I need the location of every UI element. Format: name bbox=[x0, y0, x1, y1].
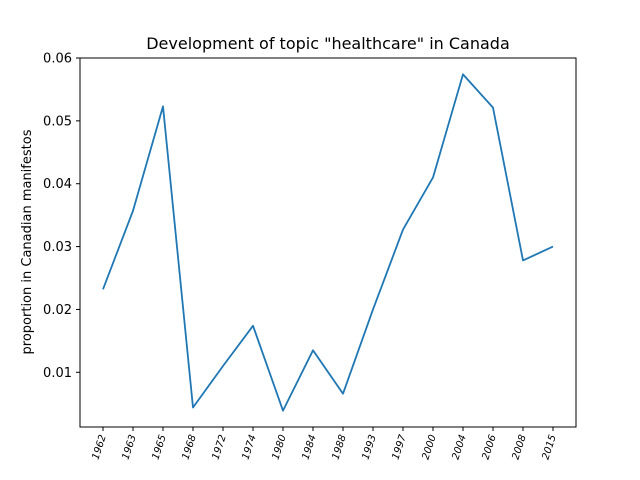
x-tick-label: 1968 bbox=[181, 434, 199, 462]
x-tick-label: 1962 bbox=[91, 434, 109, 462]
series-line bbox=[102, 73, 554, 412]
y-tick-label: 0.03 bbox=[43, 240, 72, 255]
x-tick-label: 1980 bbox=[271, 434, 289, 462]
x-tick-label: 1972 bbox=[211, 434, 229, 462]
y-tick-label: 0.01 bbox=[43, 366, 72, 381]
x-tick-label: 1974 bbox=[241, 434, 259, 462]
x-tick-label: 2006 bbox=[481, 434, 499, 462]
y-tick-label: 0.04 bbox=[43, 177, 72, 192]
x-axis: 1962 1963 1965 1968 1972 1974 1980 1984 1988 1993… bbox=[91, 427, 559, 461]
series-layer bbox=[102, 73, 554, 412]
x-tick-label: 2000 bbox=[421, 434, 439, 462]
x-tick-label: 1997 bbox=[391, 433, 410, 461]
y-axis: 0.01 0.02 0.03 0.04 0.05 0.06 bbox=[43, 52, 80, 381]
chart-title: Development of topic "healthcare" in Can… bbox=[146, 34, 510, 53]
x-tick-label: 2004 bbox=[451, 434, 469, 462]
x-tick-label: 1963 bbox=[121, 434, 139, 462]
x-tick-label: 1988 bbox=[331, 434, 349, 462]
x-tick-label: 1965 bbox=[151, 434, 169, 462]
y-tick-label: 0.02 bbox=[43, 303, 72, 318]
y-tick-label: 0.06 bbox=[43, 52, 72, 67]
x-tick-label: 1984 bbox=[301, 434, 319, 462]
x-tick-label: 2008 bbox=[511, 434, 529, 462]
y-tick-label: 0.05 bbox=[43, 114, 72, 129]
plot-frame bbox=[79, 57, 577, 428]
y-axis-label: proportion in Canadian manifestos bbox=[20, 129, 35, 354]
x-tick-label: 1993 bbox=[361, 434, 379, 462]
x-tick-label: 2015 bbox=[541, 434, 559, 462]
